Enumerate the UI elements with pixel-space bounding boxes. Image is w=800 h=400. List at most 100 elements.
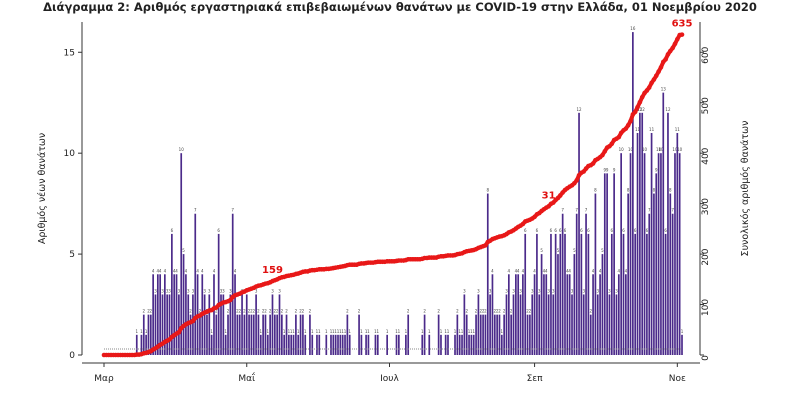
bar-data-label: 1 xyxy=(332,329,335,334)
bar-data-label: 4 xyxy=(515,268,518,273)
bar xyxy=(550,233,552,355)
bar xyxy=(493,314,496,355)
bar xyxy=(171,233,173,355)
x-tick-label: Μαρ xyxy=(94,374,114,384)
bar xyxy=(515,274,517,355)
bar-data-label: 1 xyxy=(140,329,143,334)
bar-data-label: 2 xyxy=(274,309,277,314)
bar-data-label: 1 xyxy=(210,329,213,334)
bar xyxy=(161,294,164,355)
bar-data-label: 7 xyxy=(561,208,564,213)
bar-data-label: 6 xyxy=(559,228,562,233)
bar-data-label: 1 xyxy=(421,329,424,334)
bar-data-label: 6 xyxy=(550,228,553,233)
bar-data-label: 6 xyxy=(536,228,539,233)
bar xyxy=(245,294,248,355)
bar-data-label: 1 xyxy=(360,329,363,334)
bar xyxy=(271,294,274,355)
bar xyxy=(311,334,314,355)
cumulative-annotation: 159 xyxy=(262,265,283,276)
bar xyxy=(182,254,185,355)
cumulative-point xyxy=(590,161,596,166)
bar xyxy=(585,213,587,355)
bar xyxy=(264,314,267,355)
bar-data-label: 3 xyxy=(615,288,618,293)
bar xyxy=(437,314,440,355)
bar xyxy=(545,274,548,355)
chart-title: Διάγραμμα 2: Αριθμός εργαστηριακά επιβεβ… xyxy=(43,0,757,14)
bar-data-label: 2 xyxy=(496,309,499,314)
bar-data-label: 1 xyxy=(337,329,340,334)
bar-data-label: 1 xyxy=(444,329,447,334)
bar xyxy=(660,153,662,355)
bar-data-label: 1 xyxy=(297,329,300,334)
bar xyxy=(676,133,679,355)
y2-tick-label: 500 xyxy=(701,97,711,114)
bar-data-label: 3 xyxy=(505,288,508,293)
bar xyxy=(498,314,501,355)
y2-tick-label: 300 xyxy=(701,198,711,215)
bar-data-label: 1 xyxy=(367,329,370,334)
bar xyxy=(236,314,239,355)
bar-data-label: 4 xyxy=(508,268,511,273)
bar-data-label: 4 xyxy=(625,268,628,273)
bar xyxy=(269,314,271,355)
bar-data-label: 1 xyxy=(292,329,295,334)
bar xyxy=(622,233,625,355)
bar xyxy=(222,294,225,355)
bar xyxy=(641,112,644,356)
bar-data-label: 7 xyxy=(648,208,651,213)
bar xyxy=(482,314,484,355)
bar xyxy=(608,294,611,355)
bar-data-label: 3 xyxy=(278,288,281,293)
bar-data-label: 8 xyxy=(486,188,489,193)
y-axis-title: Αριθμός νέων θανάτων xyxy=(37,133,48,244)
bar xyxy=(475,314,477,355)
bar xyxy=(440,334,442,355)
bar-data-label: 3 xyxy=(220,288,223,293)
bar-data-label: 2 xyxy=(248,309,251,314)
bar-data-label: 1 xyxy=(405,329,408,334)
bar-data-label: 3 xyxy=(168,288,171,293)
bar xyxy=(463,294,466,355)
bar-data-label: 2 xyxy=(150,309,153,314)
bar-data-label: 3 xyxy=(477,288,480,293)
bar xyxy=(302,314,304,355)
bar-data-label: 7 xyxy=(575,208,578,213)
cumulative-point xyxy=(625,123,631,128)
bar-data-label: 3 xyxy=(178,288,181,293)
bar xyxy=(561,213,564,355)
bar xyxy=(428,334,431,355)
bar-data-label: 2 xyxy=(295,309,298,314)
bar xyxy=(578,112,580,356)
bar xyxy=(592,274,594,355)
bar-data-label: 2 xyxy=(299,309,302,314)
bar xyxy=(208,294,211,355)
bar-data-label: 4 xyxy=(543,268,546,273)
bar-data-label: 2 xyxy=(269,309,272,314)
bar xyxy=(252,314,255,355)
bar xyxy=(238,314,241,355)
bar-data-label: 2 xyxy=(243,309,246,314)
bar-data-label: 12 xyxy=(637,107,643,112)
bar xyxy=(580,233,583,355)
y2-tick-label: 600 xyxy=(701,46,711,63)
bar xyxy=(606,173,608,355)
bar xyxy=(152,274,154,355)
bar xyxy=(220,294,222,355)
bar-data-label: 3 xyxy=(512,288,515,293)
bar xyxy=(646,233,648,355)
bar xyxy=(295,314,297,355)
bar-data-label: 2 xyxy=(358,309,361,314)
bar-data-label: 1 xyxy=(260,329,263,334)
bar xyxy=(601,254,604,355)
cumulative-point xyxy=(609,141,615,147)
bar-data-label: 6 xyxy=(634,228,637,233)
bar xyxy=(231,213,234,355)
bar xyxy=(248,314,250,355)
bar xyxy=(292,334,295,355)
bar xyxy=(386,334,388,355)
bar xyxy=(227,314,229,355)
bar xyxy=(671,213,674,355)
bar xyxy=(334,334,337,355)
